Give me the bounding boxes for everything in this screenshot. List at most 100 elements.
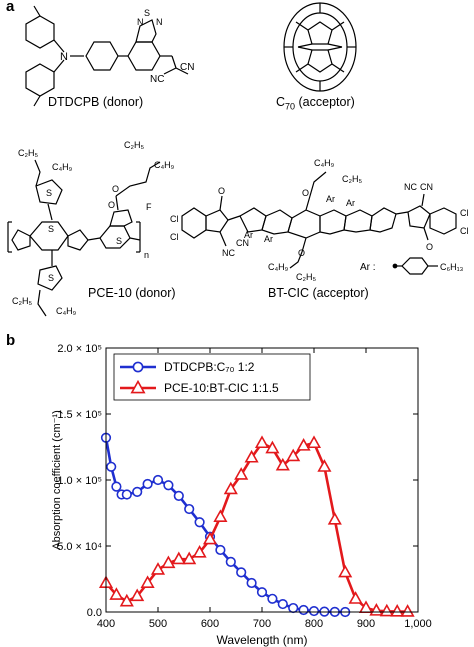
plot-frame bbox=[105, 347, 419, 613]
legend-triangle-marker bbox=[130, 379, 146, 394]
btcic-cl-left-2: Cl bbox=[170, 232, 179, 242]
data-point-triangle bbox=[338, 564, 353, 578]
data-point-triangle bbox=[275, 457, 290, 471]
btcic-c4h9-bottom: C₄H₉ bbox=[268, 262, 289, 272]
dtdcpb-caption: DTDCPB (donor) bbox=[48, 95, 144, 109]
data-point-circle bbox=[184, 503, 195, 515]
y-tick-label: 5.0 × 10⁴ bbox=[57, 541, 102, 553]
btcic-ar-right-1: Ar bbox=[326, 194, 335, 204]
pce10-o-label: O bbox=[112, 184, 119, 194]
pce10-c2h5-bottom: C₂H₅ bbox=[12, 296, 32, 306]
btcic-cl-right-1: Cl bbox=[460, 208, 469, 218]
btcic-c2h5-bottom: C₂H₅ bbox=[296, 272, 316, 282]
data-point-triangle bbox=[348, 591, 363, 604]
btcic-structure bbox=[181, 171, 457, 275]
x-tick-label: 600 bbox=[201, 618, 219, 630]
panel-a-label: a bbox=[6, 0, 15, 15]
data-point-triangle bbox=[130, 588, 145, 602]
panel-b-label: b bbox=[6, 332, 16, 349]
data-point-triangle bbox=[296, 438, 311, 451]
btcic-caption: BT-CIC (acceptor) bbox=[268, 286, 369, 300]
x-tick-label: 700 bbox=[253, 618, 271, 630]
pce10-c4h9-top: C₄H₉ bbox=[52, 162, 73, 172]
data-point-circle bbox=[225, 556, 236, 567]
x-axis-ticks: 400 500 600 700 800 900 1,000 bbox=[97, 348, 432, 630]
data-point-triangle bbox=[182, 551, 197, 565]
pce10-s-label: S bbox=[46, 188, 52, 198]
btcic-cl-left-1: Cl bbox=[170, 214, 179, 224]
dtdcpb-cn-label: CN bbox=[180, 62, 194, 73]
c70-caption-main: C bbox=[276, 95, 286, 109]
data-point-circle bbox=[121, 489, 132, 500]
data-point-triangle bbox=[234, 467, 249, 480]
data-point-circle bbox=[173, 490, 184, 501]
btcic-ar-right-2: Ar bbox=[346, 198, 355, 208]
btcic-o-bottom: O bbox=[298, 248, 305, 258]
pce10-o-label-2: O bbox=[108, 200, 115, 210]
btcic-cl-right-2: Cl bbox=[460, 226, 469, 236]
dtdcpb-n-label: N bbox=[60, 51, 68, 63]
legend-circle-marker bbox=[132, 361, 144, 373]
data-point-circle bbox=[163, 480, 174, 491]
data-point-circle bbox=[267, 593, 278, 604]
pce10-c4h9-ester: C₄H₉ bbox=[154, 160, 175, 170]
legend-label-1: DTDCPB:C₇₀ 1:2 bbox=[164, 360, 255, 374]
y-axis-label: Absorption coefficient (cm⁻¹) bbox=[51, 410, 63, 550]
data-point-triangle bbox=[400, 604, 415, 617]
btcic-ar-def: Ar : bbox=[360, 262, 376, 273]
legend-box bbox=[113, 353, 311, 401]
y-tick-label: 1.0 × 10⁵ bbox=[57, 475, 102, 487]
data-point-circle bbox=[142, 478, 153, 490]
data-point-triangle bbox=[306, 435, 322, 449]
chemical-structures: N N S N NC CN bbox=[7, 2, 469, 317]
btcic-cn-left: CN bbox=[236, 238, 249, 248]
data-point-triangle bbox=[254, 435, 270, 449]
pce10-c4h9-bottom: C₄H₉ bbox=[56, 306, 77, 316]
dtdcpb-structure bbox=[25, 5, 189, 107]
data-point-circle bbox=[256, 587, 268, 598]
data-point-triangle bbox=[171, 551, 186, 565]
data-point-circle bbox=[132, 486, 143, 497]
pce10-s-label-3: S bbox=[48, 273, 54, 283]
btcic-nc-right: NC bbox=[404, 182, 417, 192]
data-point-triangle bbox=[150, 562, 166, 575]
pce10-s-label-4: S bbox=[116, 236, 122, 246]
data-point-circle bbox=[194, 517, 205, 528]
legend-label-2: PCE-10:BT-CIC 1:1.5 bbox=[164, 381, 279, 395]
data-point-triangle bbox=[317, 459, 332, 472]
series-layer bbox=[98, 432, 415, 618]
data-point-circle bbox=[111, 481, 122, 492]
data-point-triangle bbox=[379, 603, 394, 617]
data-point-triangle bbox=[244, 449, 259, 463]
data-point-circle bbox=[215, 544, 226, 556]
btcic-cn-right: CN bbox=[420, 182, 433, 192]
btcic-o-right: O bbox=[426, 242, 433, 252]
data-point-circle bbox=[288, 602, 299, 614]
data-point-triangle bbox=[223, 481, 238, 495]
dtdcpb-n-label-3: N bbox=[156, 17, 163, 27]
data-point-triangle bbox=[390, 603, 405, 617]
y-tick-label: 2.0 × 10⁵ bbox=[57, 343, 102, 355]
data-point-triangle bbox=[140, 575, 155, 588]
pce10-n-label: n bbox=[144, 250, 149, 260]
pce10-f-label: F bbox=[146, 202, 152, 212]
data-point-triangle bbox=[286, 448, 301, 462]
c70-structure bbox=[283, 2, 357, 92]
x-axis-label: Wavelength (nm) bbox=[217, 633, 308, 647]
dtdcpb-s-label: S bbox=[144, 8, 150, 18]
data-point-triangle bbox=[327, 511, 342, 525]
x-tick-label: 1,000 bbox=[404, 618, 432, 630]
x-tick-label: 900 bbox=[357, 618, 375, 630]
data-point-circle bbox=[152, 474, 164, 486]
dtdcpb-n-label-2: N bbox=[137, 17, 144, 27]
pce10-caption: PCE-10 (donor) bbox=[88, 286, 176, 300]
data-point-triangle bbox=[202, 531, 218, 545]
data-point-circle bbox=[106, 461, 117, 472]
btcic-c4h9-top: C₄H₉ bbox=[314, 158, 335, 168]
dtdcpb-nc-label: NC bbox=[150, 74, 164, 85]
x-tick-label: 800 bbox=[305, 618, 323, 630]
legend: DTDCPB:C₇₀ 1:2 PCE-10:BT-CIC 1:1.5 bbox=[113, 353, 311, 401]
data-point-triangle bbox=[192, 544, 207, 558]
data-point-triangle bbox=[213, 509, 228, 522]
